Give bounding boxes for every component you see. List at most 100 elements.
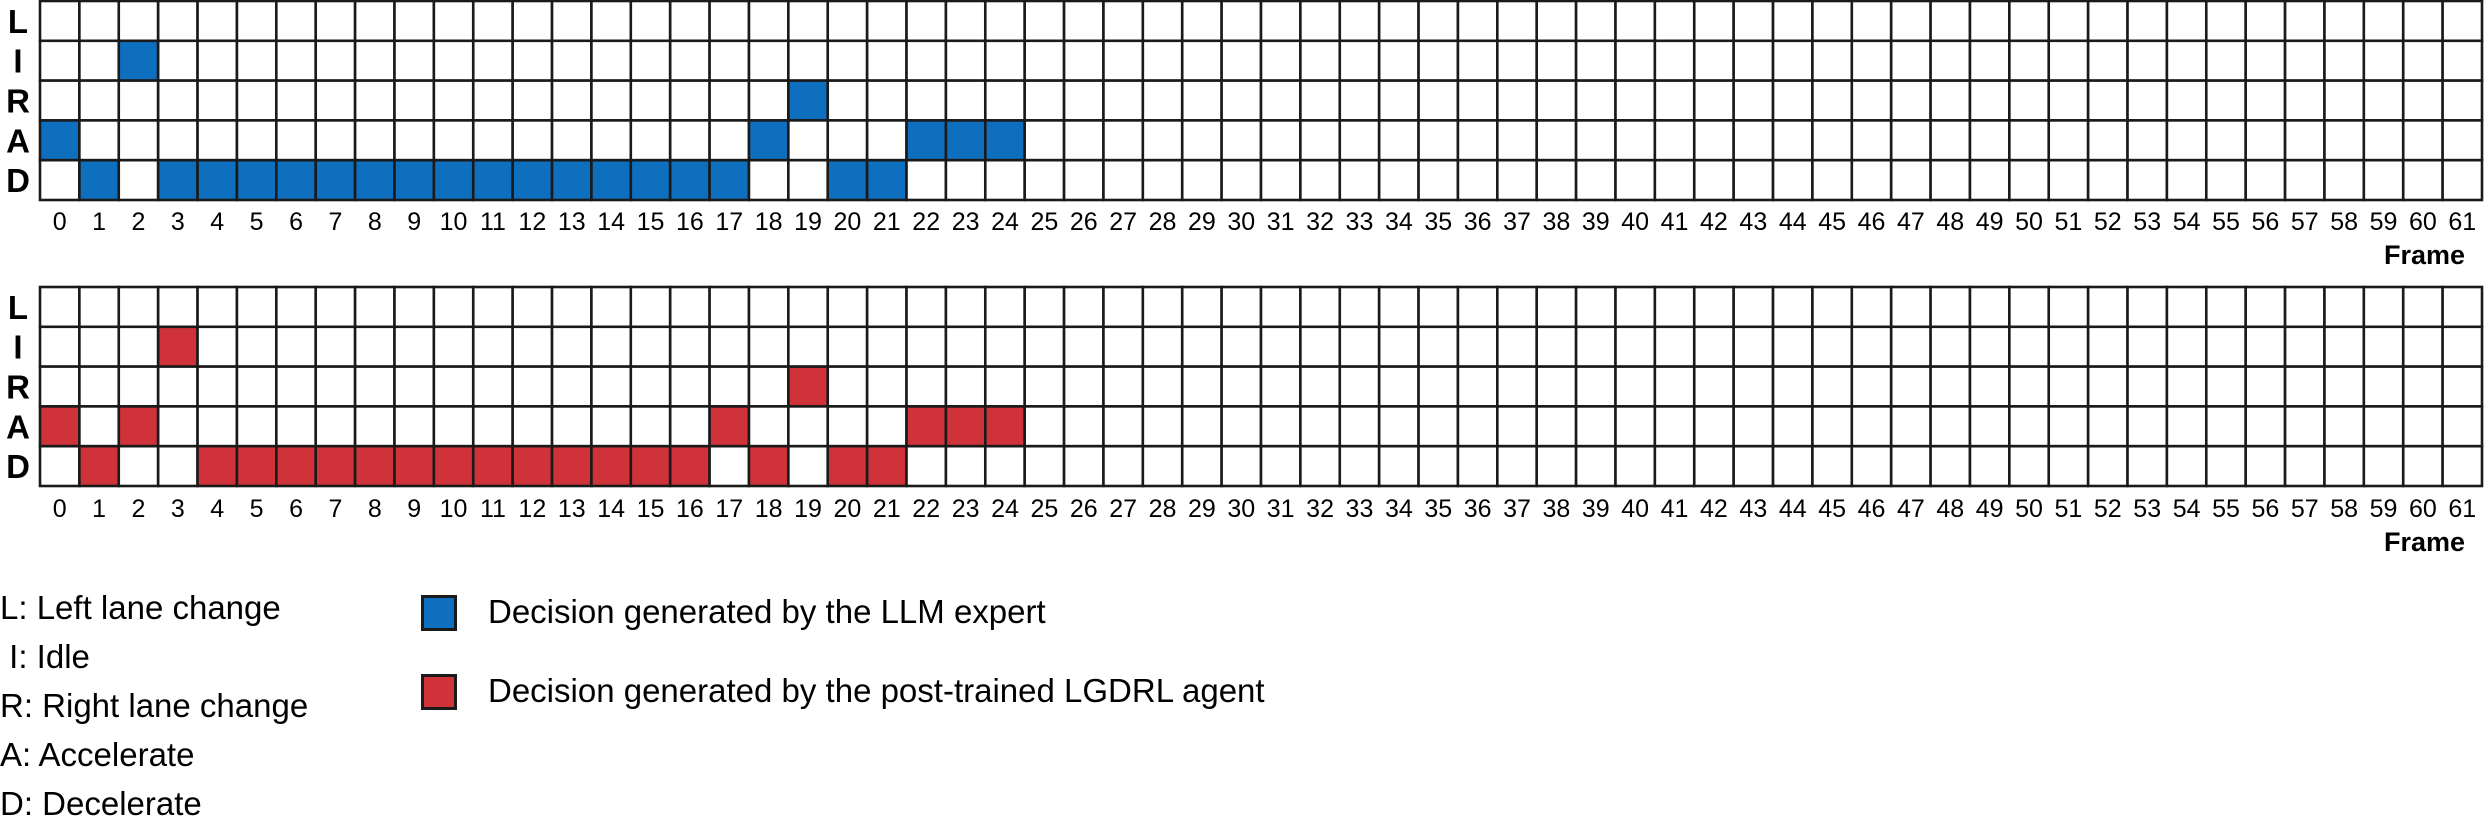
grid-cell: [471, 285, 514, 329]
grid-cell: [2047, 365, 2090, 408]
grid-cell: [1062, 158, 1105, 202]
frame-tick-label: 61: [2448, 495, 2476, 523]
frame-tick-label: 57: [2291, 495, 2319, 523]
grid-cell: [1614, 39, 1657, 82]
grid-cell: [1850, 119, 1893, 162]
grid-cell: [1574, 119, 1617, 162]
grid-cell: [1141, 365, 1184, 408]
grid-cell: [38, 39, 81, 82]
grid-cell: [2204, 0, 2247, 43]
grid-cell: [708, 39, 751, 82]
frame-tick-label: 34: [1385, 208, 1413, 236]
grid-cell: [747, 365, 790, 408]
grid-cell: [1535, 119, 1578, 162]
grid-cell: [1653, 285, 1696, 329]
grid-cell: [550, 285, 593, 329]
frame-tick-label: 39: [1582, 208, 1610, 236]
grid-cell: [2323, 365, 2366, 408]
grid-cell: [393, 405, 436, 448]
grid-cell: [865, 119, 908, 162]
grid-cell: [708, 285, 751, 329]
decision-cell: [353, 444, 396, 488]
frame-tick-label: 12: [518, 495, 546, 523]
grid-cell: [2401, 325, 2444, 368]
decision-cell: [78, 158, 121, 202]
grid-cell: [2401, 365, 2444, 408]
grid-cell: [1062, 79, 1105, 122]
grid-cell: [2441, 405, 2484, 448]
decision-cell: [38, 119, 81, 162]
decision-cell: [826, 158, 869, 202]
grid-cell: [550, 405, 593, 448]
grid-cell: [1614, 0, 1657, 43]
grid-cell: [1496, 325, 1539, 368]
frame-tick-label: 56: [2251, 208, 2279, 236]
decision-cell: [590, 444, 633, 488]
grid-cell: [393, 365, 436, 408]
grid-cell: [1811, 119, 1854, 162]
grid-cell: [1220, 444, 1263, 488]
grid-cell: [1417, 444, 1460, 488]
grid-cell: [668, 39, 711, 82]
grid-cell: [2244, 285, 2287, 329]
grid-cell: [1771, 325, 1814, 368]
grid-cell: [2362, 79, 2405, 122]
grid-cell: [2441, 0, 2484, 43]
grid-cell: [511, 79, 554, 122]
grid-cell: [353, 405, 396, 448]
grid-cell: [1771, 158, 1814, 202]
grid-cell: [1614, 79, 1657, 122]
grid-cell: [1456, 0, 1499, 43]
frame-tick-label: 0: [53, 495, 67, 523]
grid-cell: [2165, 405, 2208, 448]
grid-cell: [1850, 325, 1893, 368]
grid-cell: [1889, 119, 1932, 162]
grid-cell: [983, 0, 1026, 43]
grid-cell: [1732, 0, 1775, 43]
grid-cell: [1968, 39, 2011, 82]
decision-cell: [393, 158, 436, 202]
grid-cell: [590, 119, 633, 162]
grid-cell: [2047, 444, 2090, 488]
grid-cell: [1574, 325, 1617, 368]
frame-tick-label: 41: [1661, 208, 1689, 236]
frame-tick-label: 21: [873, 208, 901, 236]
grid-cell: [117, 444, 160, 488]
decision-cell: [235, 158, 278, 202]
decision-cell: [747, 119, 790, 162]
grid-cell: [1456, 39, 1499, 82]
grid-cell: [1180, 444, 1223, 488]
grid-cell: [1141, 79, 1184, 122]
decision-cell: [708, 158, 751, 202]
grid-cell: [2244, 119, 2287, 162]
decision-cell: [511, 444, 554, 488]
grid-cell: [2244, 79, 2287, 122]
frame-tick-label: 44: [1779, 495, 1807, 523]
decision-cell: [78, 444, 121, 488]
grid-cell: [1180, 405, 1223, 448]
frame-tick-label: 34: [1385, 495, 1413, 523]
frame-tick-label: 28: [1149, 208, 1177, 236]
grid-cell: [2008, 444, 2051, 488]
decision-cell: [944, 119, 987, 162]
grid-cell: [2047, 325, 2090, 368]
grid-cell: [196, 119, 239, 162]
grid-cell: [196, 325, 239, 368]
grid-cell: [1102, 285, 1145, 329]
grid-cell: [1771, 39, 1814, 82]
decision-cell: [275, 444, 318, 488]
grid-cell: [1574, 39, 1617, 82]
grid-cell: [2401, 0, 2444, 43]
frame-tick-label: 22: [912, 208, 940, 236]
grid-cell: [1692, 325, 1735, 368]
grid-cell: [2323, 444, 2366, 488]
grid-cell: [865, 79, 908, 122]
grid-cell: [1102, 39, 1145, 82]
grid-cell: [1299, 158, 1342, 202]
grid-cell: [2441, 285, 2484, 329]
grid-cell: [1692, 0, 1735, 43]
frame-tick-label: 21: [873, 495, 901, 523]
grid-cell: [38, 285, 81, 329]
decision-cell: [865, 444, 908, 488]
grid-cell: [432, 285, 475, 329]
